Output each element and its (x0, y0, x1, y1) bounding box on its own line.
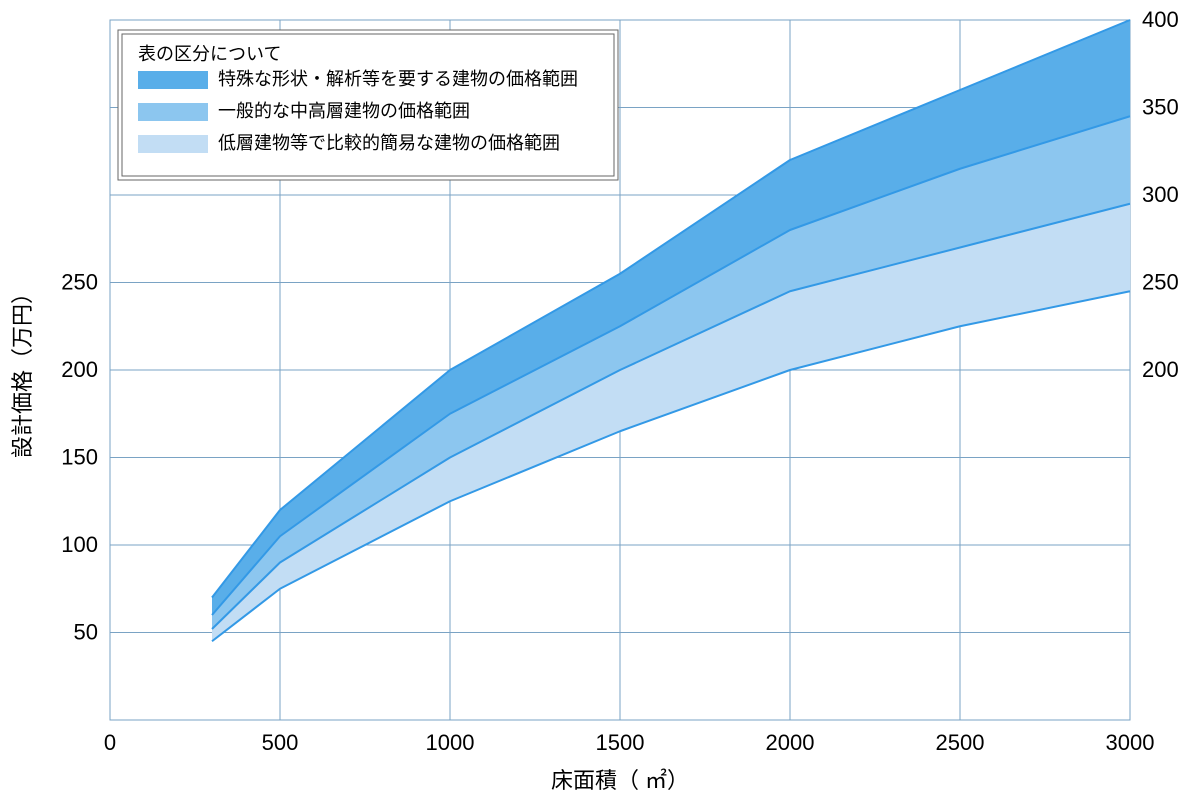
y-tick-right-label: 200 (1142, 357, 1179, 382)
y-tick-left-label: 200 (61, 357, 98, 382)
x-tick-label: 500 (262, 730, 299, 755)
y-tick-right-label: 300 (1142, 182, 1179, 207)
legend-swatch (138, 135, 208, 153)
x-tick-label: 0 (104, 730, 116, 755)
legend-title: 表の区分について (138, 44, 281, 64)
x-tick-label: 1000 (426, 730, 475, 755)
y-axis-label: 設計価格（万円） (10, 282, 35, 458)
legend-item-label: 一般的な中高層建物の価格範囲 (218, 101, 470, 121)
legend-swatch (138, 71, 208, 89)
y-ticks-right: 200 250 300 350 400 (1142, 7, 1179, 382)
x-ticks: 0 500 1000 1500 2000 2500 3000 (104, 730, 1155, 755)
y-tick-left-label: 100 (61, 532, 98, 557)
y-tick-left-label: 50 (74, 620, 98, 645)
y-tick-left-label: 250 (61, 270, 98, 295)
y-tick-right-label: 400 (1142, 7, 1179, 32)
y-tick-right-label: 350 (1142, 95, 1179, 120)
legend-swatch (138, 103, 208, 121)
y-tick-left-label: 150 (61, 445, 98, 470)
x-tick-label: 2500 (936, 730, 985, 755)
legend: 表の区分について 特殊な形状・解析等を要する建物の価格範囲一般的な中高層建物の価… (118, 30, 618, 180)
x-tick-label: 2000 (766, 730, 815, 755)
legend-item-label: 特殊な形状・解析等を要する建物の価格範囲 (218, 69, 578, 89)
x-axis-label: 床面積（ ㎡） (551, 768, 689, 793)
legend-item-label: 低層建物等で比較的簡易な建物の価格範囲 (218, 133, 560, 153)
chart-container: 50 100 150 200 250 200 250 300 350 400 0 500 1000 1… (0, 0, 1200, 806)
y-ticks-left: 50 100 150 200 250 (61, 270, 98, 645)
x-tick-label: 3000 (1106, 730, 1155, 755)
x-tick-label: 1500 (596, 730, 645, 755)
y-tick-right-label: 250 (1142, 270, 1179, 295)
chart-svg: 50 100 150 200 250 200 250 300 350 400 0 500 1000 1… (0, 0, 1200, 806)
